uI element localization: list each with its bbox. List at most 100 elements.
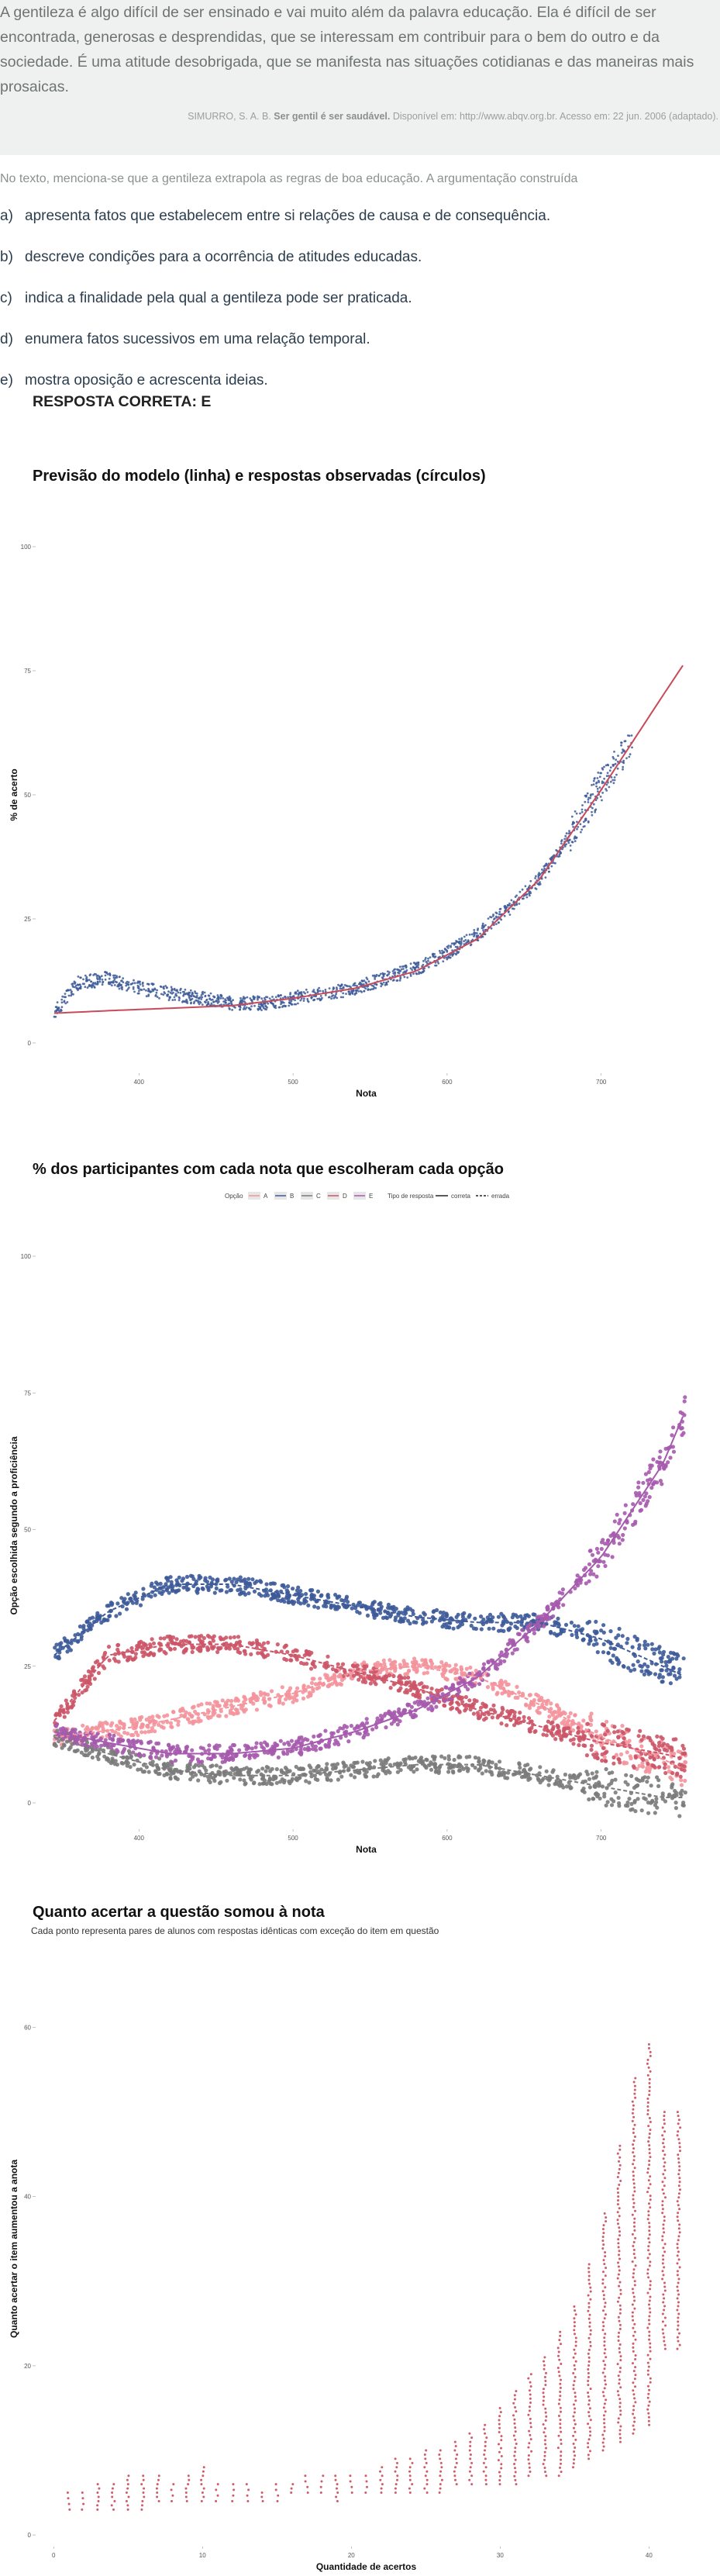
series-C-point bbox=[557, 1784, 563, 1788]
series-D-point bbox=[656, 1755, 660, 1759]
series-B-point bbox=[657, 1673, 663, 1677]
series-C-point bbox=[425, 1758, 429, 1763]
observed-point bbox=[569, 844, 572, 847]
series-D-point bbox=[372, 1680, 377, 1684]
observed-point bbox=[605, 789, 608, 792]
series-E-point bbox=[73, 1738, 78, 1742]
series-D-point bbox=[190, 1649, 195, 1655]
observed-point bbox=[66, 1001, 69, 1003]
series-A-point bbox=[206, 1716, 211, 1721]
series-D-point bbox=[526, 1716, 532, 1721]
series-D-point bbox=[301, 1662, 306, 1666]
series-C-point bbox=[518, 1766, 522, 1770]
observed-point bbox=[324, 989, 327, 991]
series-C-point bbox=[663, 1799, 668, 1804]
observed-point bbox=[450, 944, 452, 948]
series-B-point bbox=[666, 1655, 670, 1659]
series-A-point bbox=[679, 1778, 684, 1783]
series-D-point bbox=[646, 1735, 650, 1740]
series-B-point bbox=[616, 1662, 621, 1666]
series-C-point bbox=[97, 1751, 102, 1756]
observed-point bbox=[400, 968, 403, 971]
series-E-point bbox=[434, 1704, 439, 1709]
observed-point bbox=[289, 992, 292, 994]
series-C-point bbox=[349, 1773, 353, 1777]
series-E-point bbox=[498, 1659, 503, 1663]
observed-point bbox=[137, 987, 140, 990]
observed-point bbox=[330, 997, 332, 1000]
series-D-point bbox=[64, 1698, 68, 1703]
series-D-point bbox=[653, 1765, 657, 1770]
observed-point bbox=[356, 985, 358, 987]
series-C-point bbox=[202, 1773, 207, 1778]
series-E-point bbox=[374, 1725, 379, 1730]
series-E-point bbox=[122, 1746, 127, 1752]
series-D-point bbox=[62, 1714, 67, 1719]
observed-point bbox=[574, 810, 577, 813]
observed-point bbox=[271, 1002, 274, 1005]
observed-point bbox=[425, 960, 428, 963]
observed-point bbox=[73, 980, 76, 983]
observed-point bbox=[391, 970, 394, 972]
observed-point bbox=[225, 1001, 227, 1004]
series-D-point bbox=[594, 1752, 599, 1756]
series-C-point bbox=[270, 1782, 274, 1787]
series-E-point bbox=[103, 1738, 108, 1742]
series-C-point bbox=[239, 1767, 243, 1772]
series-A-point bbox=[643, 1770, 648, 1774]
series-D-point bbox=[512, 1710, 517, 1714]
series-D-point bbox=[102, 1652, 107, 1657]
series-B-point bbox=[336, 1594, 340, 1599]
option-a[interactable]: a) apresenta fatos que estabelecem entre … bbox=[0, 208, 550, 249]
passage-text: A gentileza é algo difícil de ser ensina… bbox=[0, 4, 694, 95]
series-D-point bbox=[568, 1738, 574, 1742]
observed-point bbox=[510, 899, 513, 902]
series-D-point bbox=[77, 1693, 81, 1697]
series-E-point bbox=[364, 1721, 370, 1725]
series-E-point bbox=[370, 1727, 375, 1732]
series-E-point bbox=[408, 1712, 413, 1717]
series-E-point bbox=[496, 1663, 501, 1667]
option-b[interactable]: b) descreve condições para a ocorrência d… bbox=[0, 249, 550, 290]
observed-point bbox=[91, 983, 94, 986]
series-B-point bbox=[335, 1607, 339, 1611]
series-A-point bbox=[243, 1697, 248, 1702]
correct-answer: RESPOSTA CORRETA: E bbox=[33, 393, 212, 410]
observed-point bbox=[460, 944, 463, 946]
series-E-point bbox=[608, 1534, 613, 1538]
series-E-point bbox=[642, 1494, 647, 1499]
observed-point bbox=[610, 776, 613, 779]
observed-point bbox=[98, 978, 102, 981]
series-B-point bbox=[575, 1635, 580, 1639]
observed-point bbox=[96, 974, 99, 977]
series-B-point bbox=[184, 1574, 190, 1580]
option-d[interactable]: d) enumera fatos sucessivos em uma relaçã… bbox=[0, 331, 550, 372]
series-D-point bbox=[368, 1681, 373, 1686]
observed-point bbox=[512, 907, 515, 910]
series-E-point bbox=[395, 1722, 400, 1727]
option-e[interactable]: e) mostra oposição e acrescenta ideias. bbox=[0, 372, 550, 413]
observed-point bbox=[342, 996, 344, 999]
series-D-point bbox=[133, 1656, 138, 1660]
observed-point bbox=[565, 843, 568, 846]
series-D-point bbox=[115, 1642, 121, 1647]
series-D-point bbox=[215, 1649, 220, 1655]
option-c[interactable]: c) indica a finalidade pela qual a gentil… bbox=[0, 290, 550, 331]
series-E-point bbox=[153, 1755, 159, 1759]
series-B-point bbox=[632, 1667, 637, 1672]
observed-point bbox=[385, 981, 388, 984]
observed-point bbox=[451, 953, 453, 955]
series-C-point bbox=[484, 1769, 488, 1773]
series-B-point bbox=[378, 1601, 383, 1605]
series-A-point bbox=[291, 1700, 295, 1704]
series-A-point bbox=[588, 1717, 593, 1721]
series-C-point bbox=[646, 1775, 650, 1780]
series-D-point bbox=[425, 1685, 429, 1690]
passage-box: A gentileza é algo difícil de ser ensina… bbox=[0, 0, 720, 155]
series-C-point bbox=[639, 1808, 644, 1813]
observed-point bbox=[622, 761, 625, 765]
series-D-point bbox=[680, 1763, 684, 1767]
series-A-point bbox=[670, 1777, 674, 1782]
observed-point bbox=[179, 992, 182, 994]
series-B-point bbox=[296, 1585, 301, 1590]
